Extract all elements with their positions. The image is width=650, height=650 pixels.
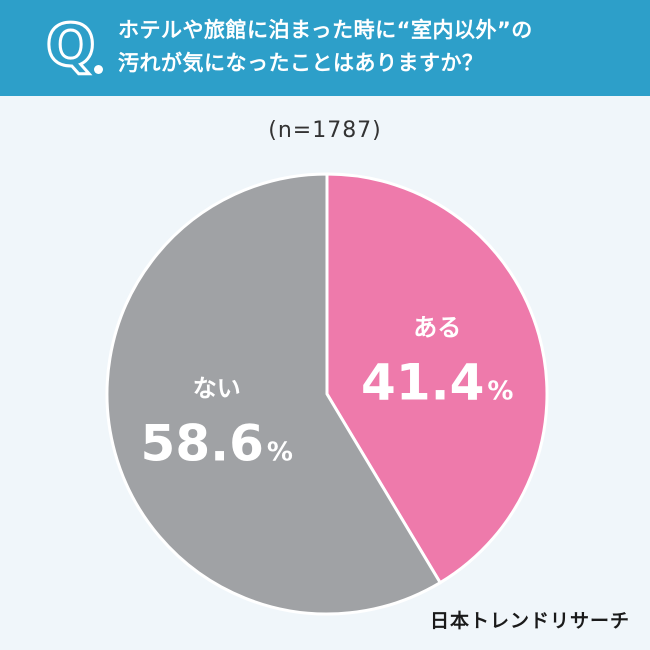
slice-label-1: ない <box>193 375 241 403</box>
question-text: ホテルや旅館に泊まった時に“室内以外”の 汚れが気になったことはありますか？ <box>118 14 638 80</box>
question-line-1: ホテルや旅館に泊まった時に“室内以外”の <box>118 18 533 42</box>
question-line-2: 汚れが気になったことはありますか？ <box>118 51 484 75</box>
sample-size-label: (n=1787) <box>268 118 382 143</box>
slice-label-0: ある <box>413 313 461 341</box>
slice-value-1: 58.6% <box>141 415 293 473</box>
question-header: Q ホテルや旅館に泊まった時に“室内以外”の 汚れが気になったことはありますか？ <box>0 0 650 96</box>
pie-slice-1 <box>105 172 442 616</box>
question-mark-icon: Q <box>44 10 96 81</box>
slice-value-0: 41.4% <box>361 353 513 411</box>
pie-slice-0 <box>325 172 549 585</box>
question-dot <box>94 65 103 74</box>
brand-logo: 日本トレンドリサーチ <box>429 610 630 632</box>
